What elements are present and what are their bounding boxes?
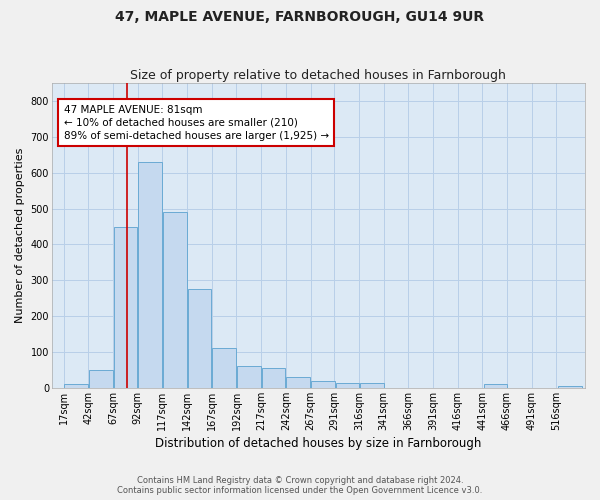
Bar	[286, 377, 310, 388]
Bar	[64, 384, 88, 388]
Bar	[113, 226, 137, 388]
Text: Contains HM Land Registry data © Crown copyright and database right 2024.
Contai: Contains HM Land Registry data © Crown c…	[118, 476, 482, 495]
Title: Size of property relative to detached houses in Farnborough: Size of property relative to detached ho…	[130, 69, 506, 82]
Bar	[212, 348, 236, 388]
Bar	[237, 366, 260, 388]
Bar	[89, 370, 113, 388]
Bar	[311, 380, 335, 388]
Bar	[163, 212, 187, 388]
Bar	[188, 290, 211, 388]
Bar	[484, 384, 508, 388]
Y-axis label: Number of detached properties: Number of detached properties	[15, 148, 25, 323]
Bar	[361, 382, 384, 388]
Bar	[558, 386, 581, 388]
Text: 47 MAPLE AVENUE: 81sqm
← 10% of detached houses are smaller (210)
89% of semi-de: 47 MAPLE AVENUE: 81sqm ← 10% of detached…	[64, 104, 329, 141]
Bar	[262, 368, 286, 388]
X-axis label: Distribution of detached houses by size in Farnborough: Distribution of detached houses by size …	[155, 437, 482, 450]
Bar	[138, 162, 162, 388]
Bar	[335, 382, 359, 388]
Text: 47, MAPLE AVENUE, FARNBOROUGH, GU14 9UR: 47, MAPLE AVENUE, FARNBOROUGH, GU14 9UR	[115, 10, 485, 24]
